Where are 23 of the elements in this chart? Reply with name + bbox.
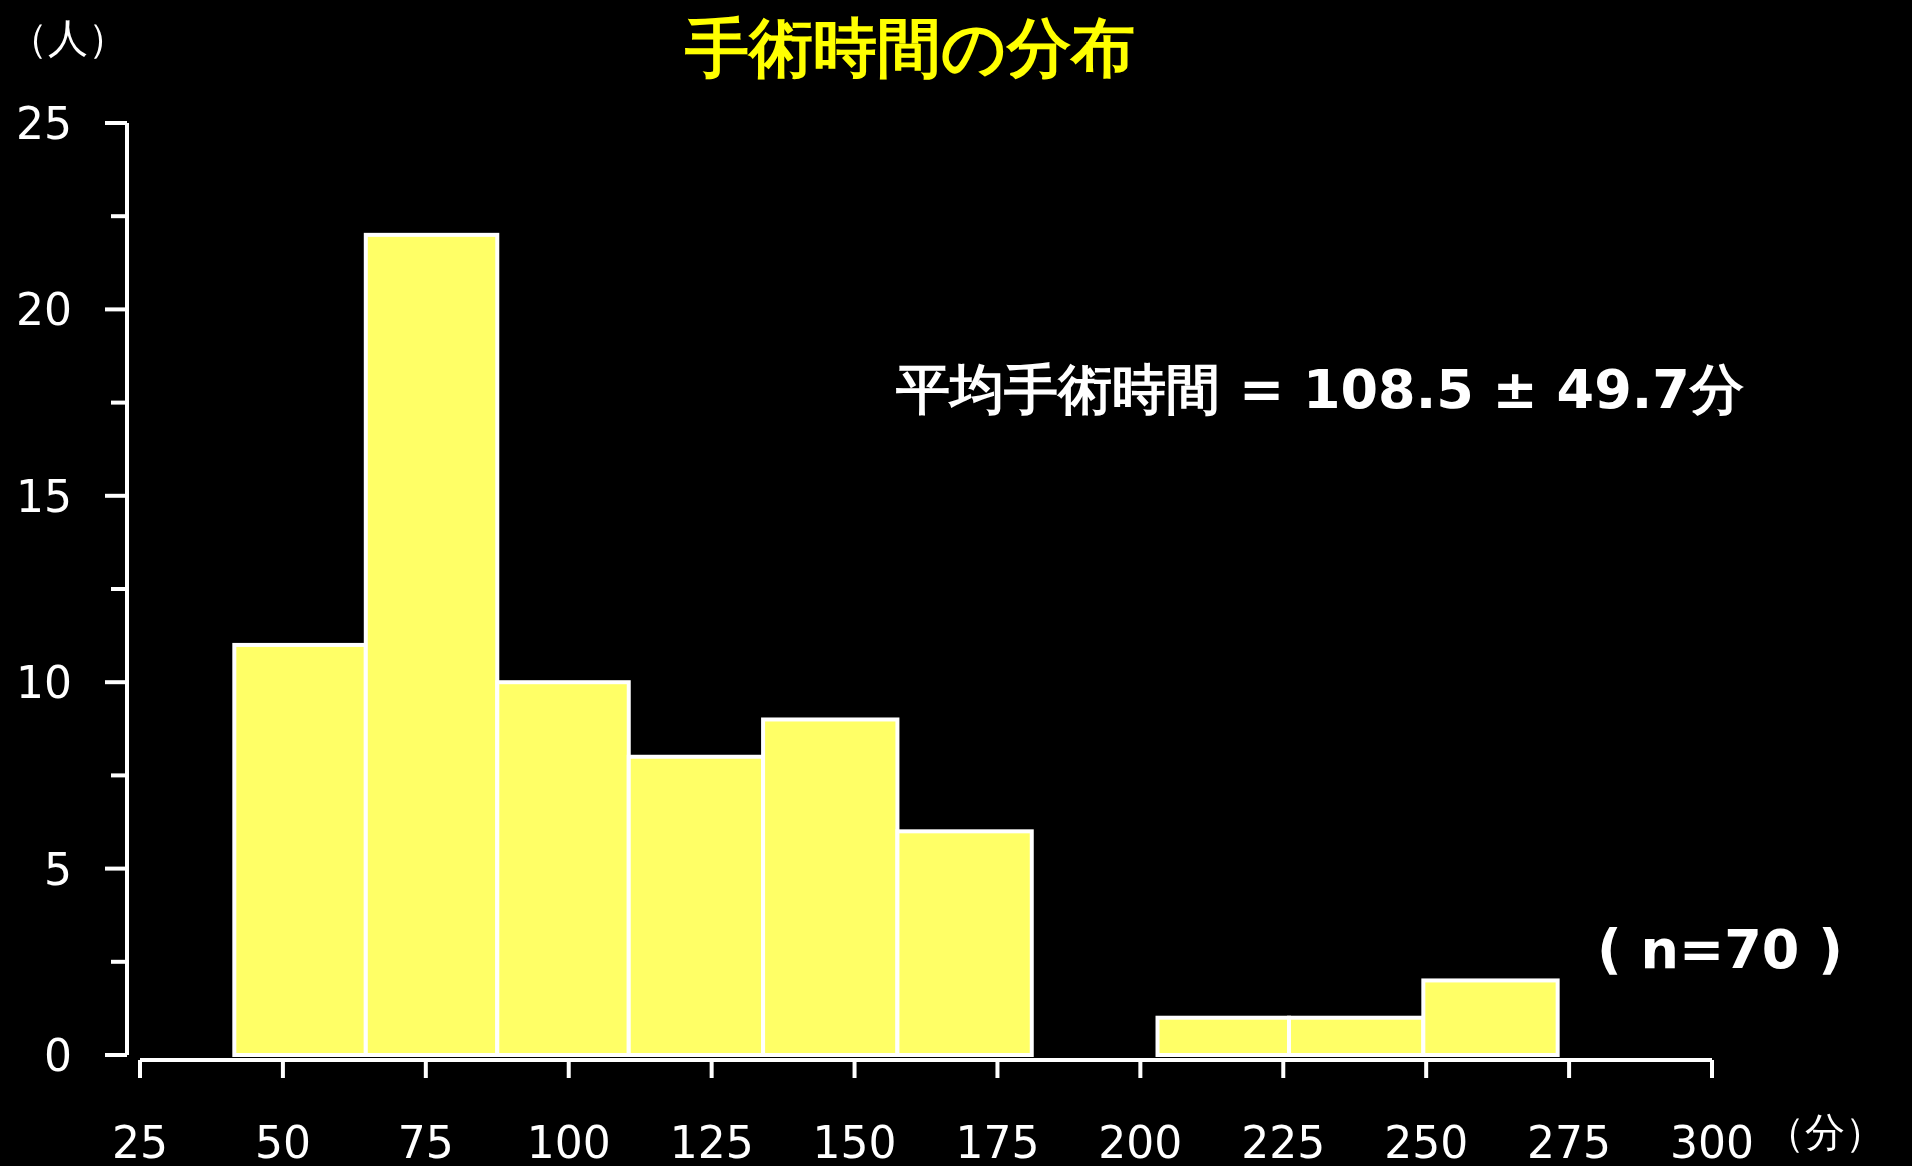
y-tick-label: 15 xyxy=(16,470,72,522)
x-tick-label: 225 xyxy=(1241,1117,1326,1166)
chart-title: 手術時間の分布 xyxy=(684,11,1135,85)
x-tick-label: 300 xyxy=(1670,1117,1754,1166)
x-tick-label: 275 xyxy=(1527,1117,1612,1166)
annotation: ( n=70 ) xyxy=(1597,918,1843,981)
x-tick-label: 75 xyxy=(397,1117,454,1166)
x-axis-title: （分） xyxy=(1765,1109,1885,1155)
y-tick-label: 25 xyxy=(16,98,72,149)
x-tick-label: 100 xyxy=(526,1117,611,1166)
x-tick-label: 25 xyxy=(112,1117,168,1166)
y-tick-label: 10 xyxy=(16,657,72,709)
annotation: 平均手術時間 = 108.5 ± 49.7分 xyxy=(895,358,1744,421)
y-axis-title: （人） xyxy=(8,15,128,61)
x-tick-label: 250 xyxy=(1384,1117,1469,1166)
x-tick-label: 150 xyxy=(812,1117,897,1166)
y-tick-label: 0 xyxy=(44,1030,72,1081)
x-tick-label: 200 xyxy=(1098,1117,1183,1166)
x-tick-label: 125 xyxy=(669,1117,754,1166)
y-tick-label: 5 xyxy=(44,843,72,895)
y-tick-label: 20 xyxy=(16,284,72,336)
x-tick-label: 175 xyxy=(955,1117,1040,1166)
x-tick-label: 50 xyxy=(254,1117,311,1166)
